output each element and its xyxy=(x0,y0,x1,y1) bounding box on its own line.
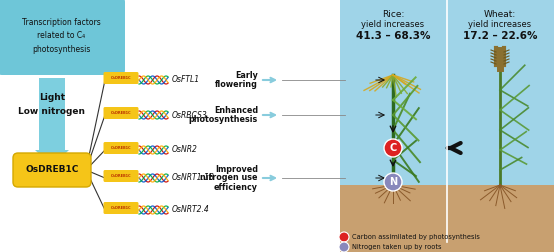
Text: yield increases: yield increases xyxy=(361,20,424,29)
Text: Early: Early xyxy=(235,71,258,80)
Text: OsFTL1: OsFTL1 xyxy=(172,76,200,84)
Text: OsDREB1C: OsDREB1C xyxy=(111,111,131,115)
Text: Carbon assimilated by photosynthesis: Carbon assimilated by photosynthesis xyxy=(352,234,480,240)
Bar xyxy=(340,185,447,252)
Circle shape xyxy=(384,139,402,157)
Text: N: N xyxy=(389,177,397,187)
Text: flowering: flowering xyxy=(215,80,258,89)
Text: 17.2 – 22.6%: 17.2 – 22.6% xyxy=(463,31,537,41)
Text: Nitrogen taken up by roots: Nitrogen taken up by roots xyxy=(352,244,442,250)
Text: OsDREB1C: OsDREB1C xyxy=(25,166,79,174)
FancyBboxPatch shape xyxy=(104,72,138,84)
Text: nitrogen use: nitrogen use xyxy=(201,173,258,182)
Text: yield increases: yield increases xyxy=(469,20,531,29)
Text: OsDREB1C: OsDREB1C xyxy=(111,206,131,210)
FancyBboxPatch shape xyxy=(104,142,138,154)
Circle shape xyxy=(384,173,402,191)
Text: OsDREB1C: OsDREB1C xyxy=(111,146,131,150)
Text: OsDREB1C: OsDREB1C xyxy=(111,76,131,80)
FancyBboxPatch shape xyxy=(104,202,138,214)
FancyBboxPatch shape xyxy=(13,153,91,187)
Text: Rice:: Rice: xyxy=(382,10,404,19)
Text: photosynthesis: photosynthesis xyxy=(189,115,258,124)
FancyBboxPatch shape xyxy=(104,107,138,119)
FancyBboxPatch shape xyxy=(104,170,138,182)
FancyArrow shape xyxy=(35,78,69,166)
Text: OsNR2: OsNR2 xyxy=(172,145,198,154)
Text: OsRBCS3: OsRBCS3 xyxy=(172,110,208,119)
Bar xyxy=(447,0,554,252)
Text: Wheat:: Wheat: xyxy=(484,10,516,19)
Circle shape xyxy=(339,232,349,242)
Text: OsNRT2.4: OsNRT2.4 xyxy=(172,205,210,214)
Bar xyxy=(340,0,447,252)
Text: OsNRT1.1B: OsNRT1.1B xyxy=(172,173,215,182)
Text: 41.3 – 68.3%: 41.3 – 68.3% xyxy=(356,31,430,41)
Text: efficiency: efficiency xyxy=(214,182,258,192)
Text: Low nitrogen: Low nitrogen xyxy=(18,107,85,115)
Text: OsDREB1C: OsDREB1C xyxy=(111,174,131,178)
Circle shape xyxy=(339,242,349,252)
Bar xyxy=(447,185,554,252)
FancyBboxPatch shape xyxy=(0,0,125,75)
Text: Transcription factors
related to C₄
photosynthesis: Transcription factors related to C₄ phot… xyxy=(22,18,100,54)
Text: Improved: Improved xyxy=(215,165,258,173)
Text: C: C xyxy=(389,143,397,153)
Text: Enhanced: Enhanced xyxy=(214,106,258,115)
Text: Light: Light xyxy=(39,92,65,102)
